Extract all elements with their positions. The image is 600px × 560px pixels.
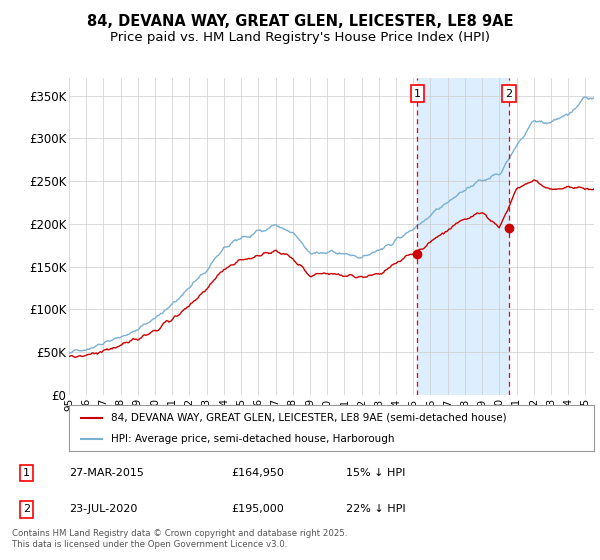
Text: 2: 2	[23, 505, 30, 515]
Text: 84, DEVANA WAY, GREAT GLEN, LEICESTER, LE8 9AE (semi-detached house): 84, DEVANA WAY, GREAT GLEN, LEICESTER, L…	[111, 413, 506, 423]
Text: 2: 2	[505, 89, 512, 99]
Text: 27-MAR-2015: 27-MAR-2015	[70, 468, 145, 478]
Text: 1: 1	[414, 89, 421, 99]
Text: 23-JUL-2020: 23-JUL-2020	[70, 505, 138, 515]
Bar	[418, 78, 509, 395]
Text: £164,950: £164,950	[231, 468, 284, 478]
Text: Contains HM Land Registry data © Crown copyright and database right 2025.
This d: Contains HM Land Registry data © Crown c…	[12, 529, 347, 549]
Text: Price paid vs. HM Land Registry's House Price Index (HPI): Price paid vs. HM Land Registry's House …	[110, 31, 490, 44]
Text: 22% ↓ HPI: 22% ↓ HPI	[346, 505, 406, 515]
Text: HPI: Average price, semi-detached house, Harborough: HPI: Average price, semi-detached house,…	[111, 434, 395, 444]
Text: 1: 1	[23, 468, 30, 478]
Text: 84, DEVANA WAY, GREAT GLEN, LEICESTER, LE8 9AE: 84, DEVANA WAY, GREAT GLEN, LEICESTER, L…	[87, 14, 513, 29]
Text: £195,000: £195,000	[231, 505, 284, 515]
Text: 15% ↓ HPI: 15% ↓ HPI	[346, 468, 406, 478]
